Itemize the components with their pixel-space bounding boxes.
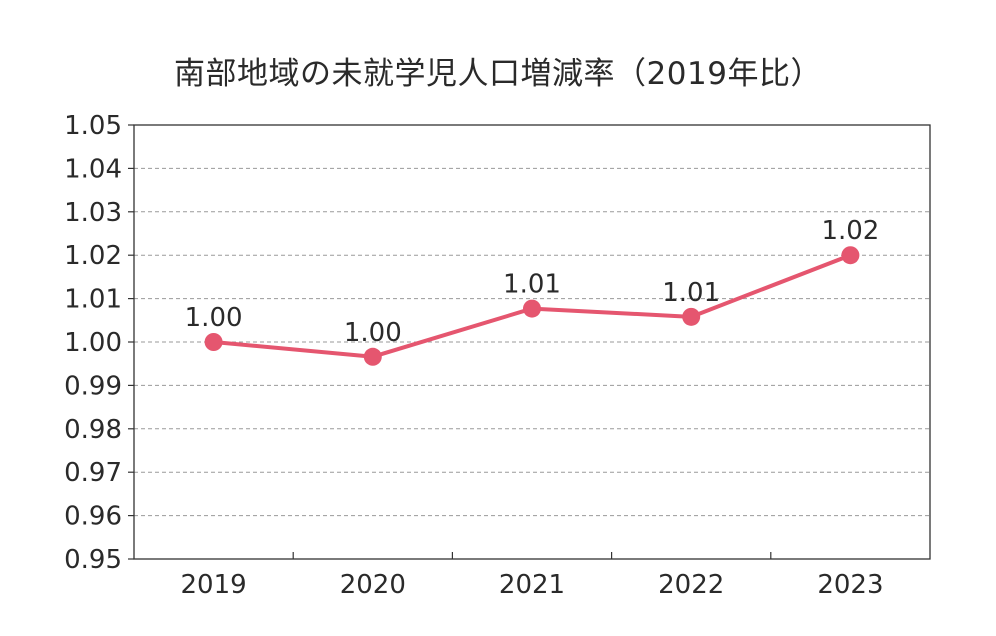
y-tick-label: 0.98	[64, 415, 122, 445]
data-label: 1.02	[821, 216, 879, 246]
y-tick-label: 1.00	[64, 328, 122, 358]
chart-title: 南部地域の未就学児人口増減率（2019年比）	[174, 56, 822, 92]
y-tick-label: 1.04	[64, 154, 122, 184]
x-tick-label: 2022	[658, 570, 724, 600]
y-tick-label: 0.99	[64, 371, 122, 401]
y-tick-label: 0.96	[64, 502, 122, 532]
y-tick-label: 0.95	[64, 545, 122, 575]
x-tick-label: 2021	[499, 570, 565, 600]
data-label: 1.01	[503, 270, 561, 300]
data-label: 1.01	[662, 278, 720, 308]
y-tick-label: 0.97	[64, 458, 122, 488]
data-label: 1.00	[185, 303, 243, 333]
y-tick-label: 1.02	[64, 241, 122, 271]
series	[204, 246, 860, 366]
y-tick-label: 1.03	[64, 198, 122, 228]
plot-frame	[133, 124, 931, 560]
data-point	[363, 347, 382, 366]
data-point	[523, 299, 541, 318]
axes: 0.95 0.96 0.97 0.98 0.99 1.00 1.01 1.02 1.03 1.04…	[64, 111, 931, 600]
data-point	[841, 246, 860, 265]
data-point	[204, 333, 223, 351]
x-tick-label: 2023	[817, 570, 883, 600]
grid-lines	[134, 124, 930, 517]
data-point	[682, 307, 701, 326]
y-tick-label: 1.01	[64, 285, 122, 315]
data-label: 1.00	[344, 318, 402, 348]
x-tick-label: 2019	[181, 570, 247, 600]
data-labels: 1.00 1.00 1.01 1.01 1.02	[185, 216, 880, 348]
y-tick-label: 1.05	[64, 111, 122, 141]
x-tick-label: 2020	[340, 570, 406, 600]
